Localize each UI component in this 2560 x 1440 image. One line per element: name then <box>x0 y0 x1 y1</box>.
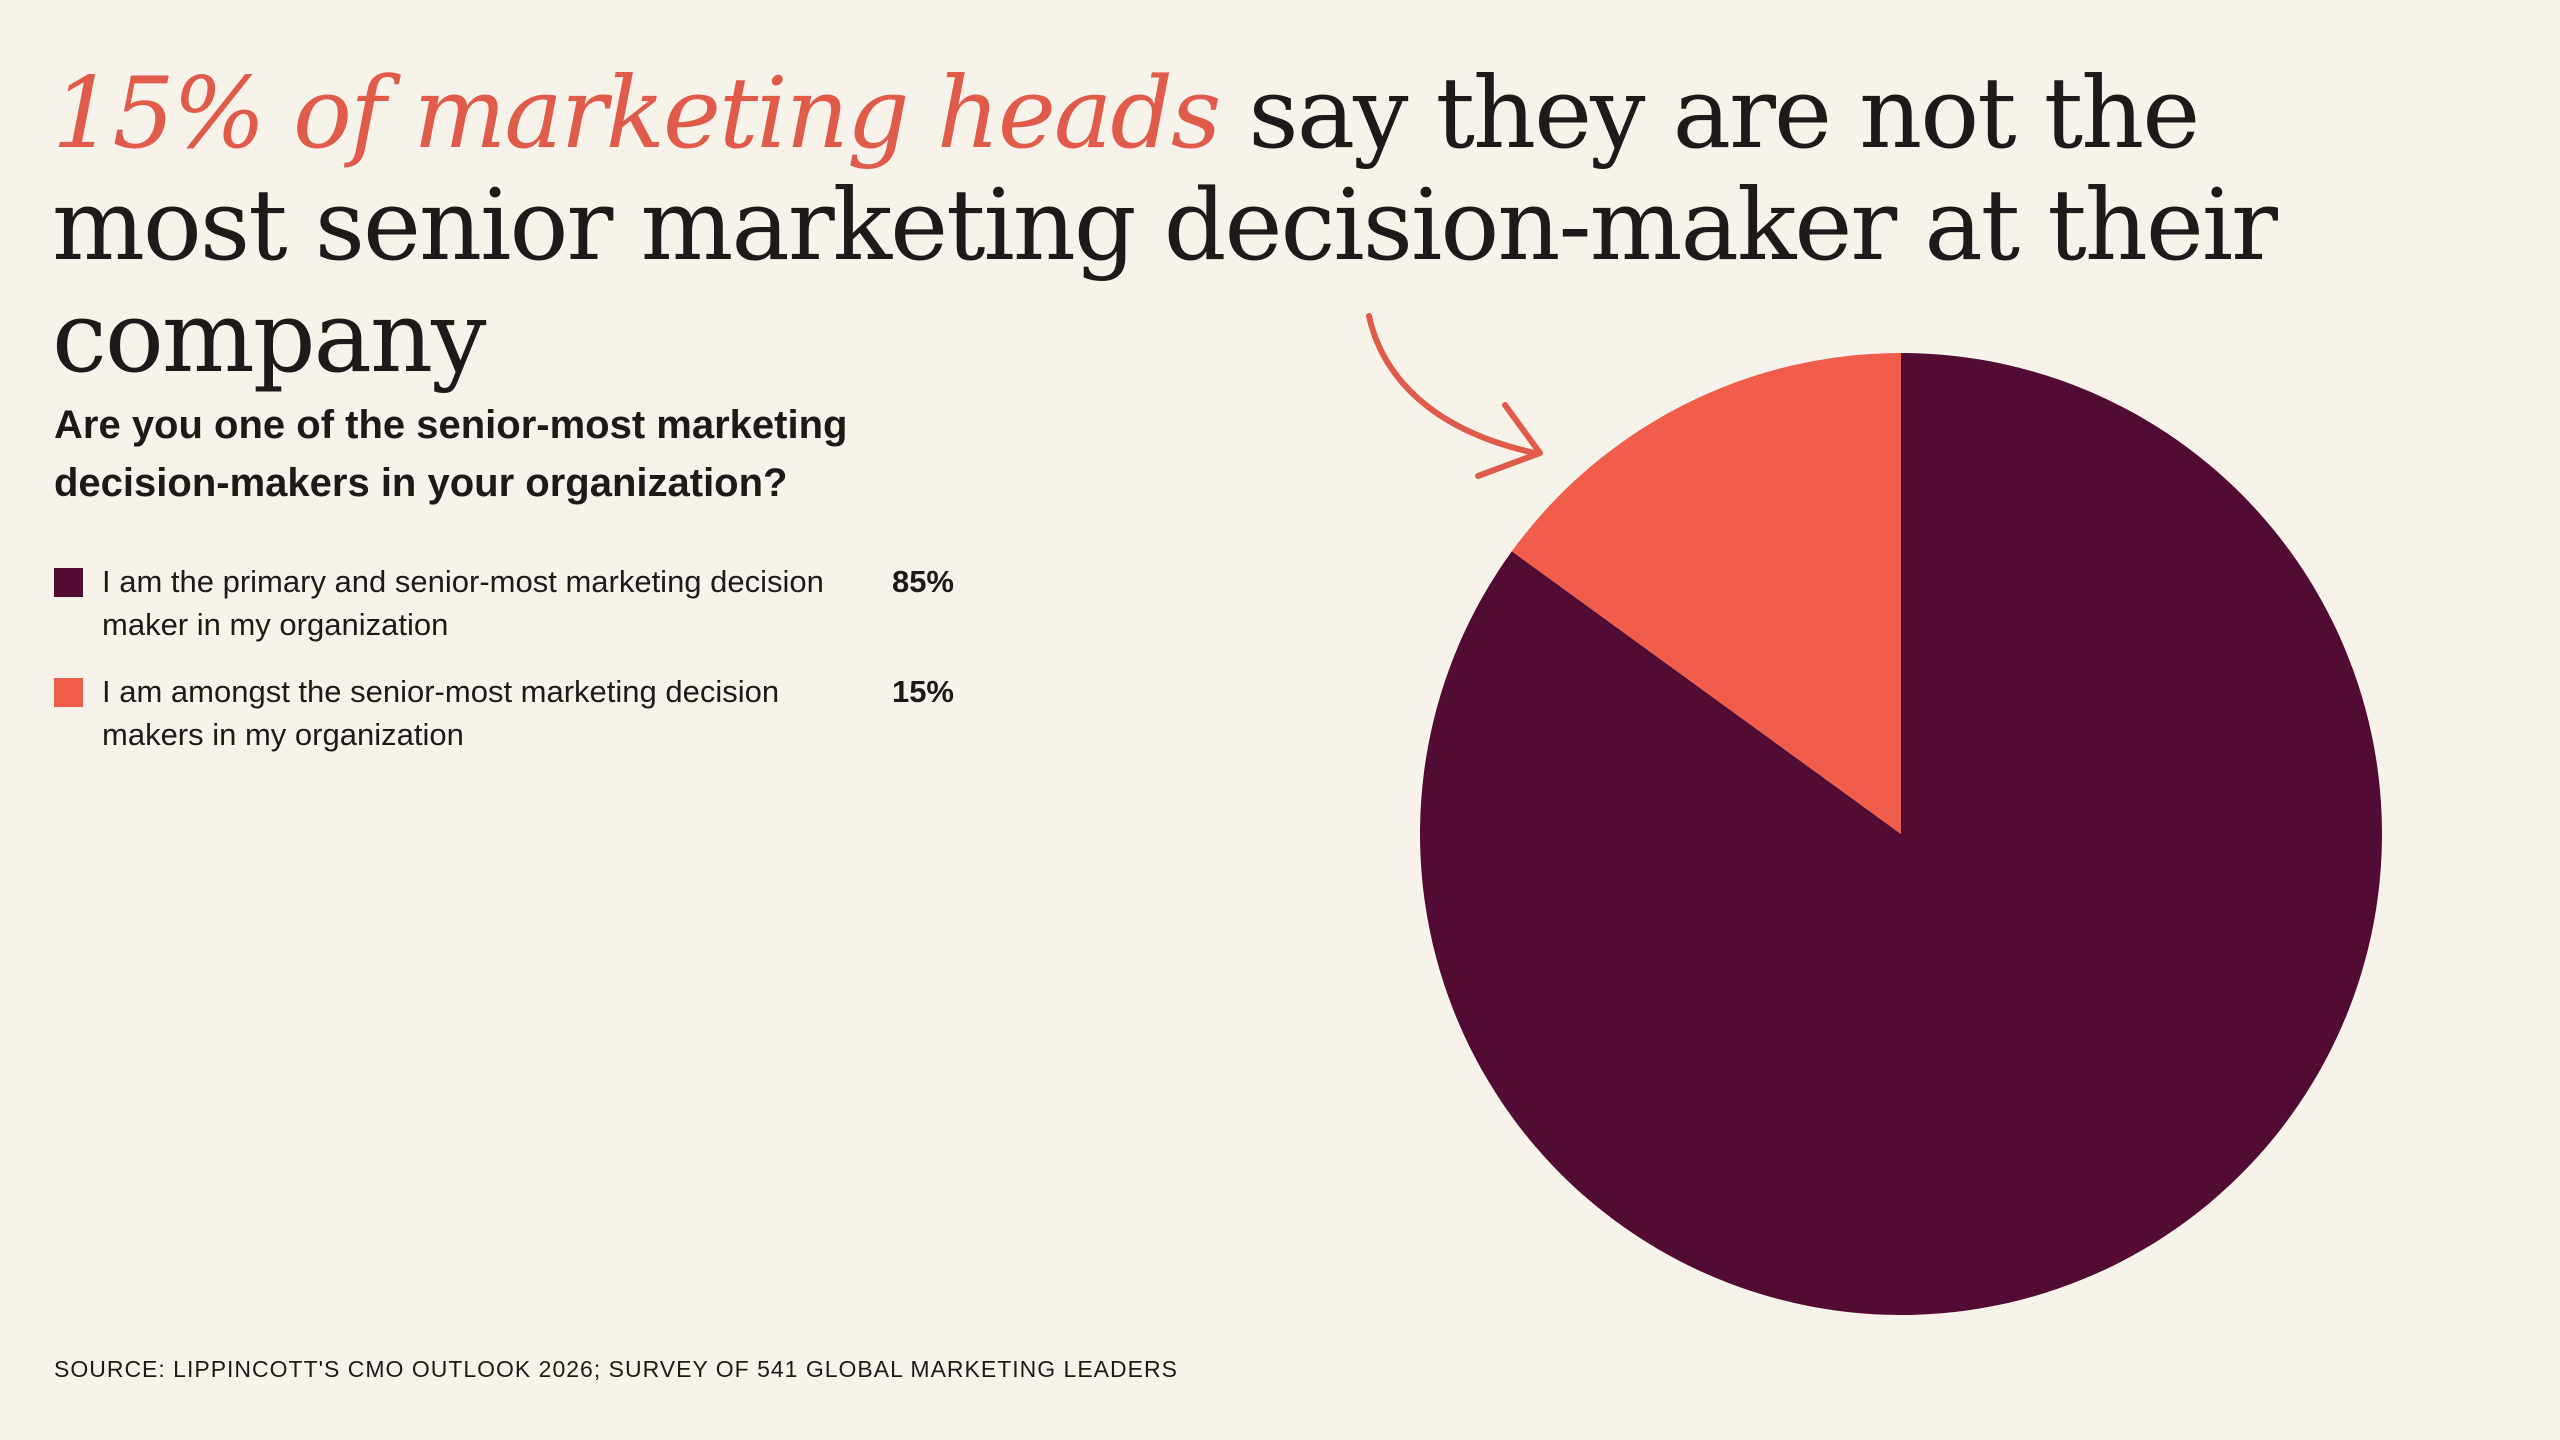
legend-value-amongst: 15% <box>891 674 954 709</box>
chart-legend: I am the primary and senior-most marketi… <box>54 560 954 780</box>
annotation-arrow-icon <box>1366 313 1543 479</box>
legend-value-primary: 85% <box>891 564 954 599</box>
headline: 15% of marketing heads say they are not … <box>52 58 2352 394</box>
headline-accent: 15% of marketing heads <box>52 57 1221 171</box>
source-note: SOURCE: LIPPINCOTT'S CMO OUTLOOK 2026; S… <box>54 1356 1178 1382</box>
legend-item-amongst: I am amongst the senior-most marketing d… <box>54 670 954 756</box>
chart-question: Are you one of the senior-most marketing… <box>54 403 848 505</box>
legend-swatch-primary <box>54 568 83 597</box>
pie-slice-amongst <box>1511 353 1901 834</box>
legend-label-amongst: I am amongst the senior-most marketing d… <box>102 674 780 752</box>
arrow-head <box>1475 402 1543 479</box>
headline-rest: say they are not the most senior marketi… <box>52 57 2278 395</box>
arrow-shaft <box>1366 313 1538 456</box>
legend-label-primary: I am the primary and senior-most marketi… <box>102 564 824 642</box>
pie-slice-primary <box>1420 353 2382 1315</box>
legend-swatch-amongst <box>54 678 83 707</box>
pie-slices <box>1420 353 2382 1315</box>
legend-item-primary: I am the primary and senior-most marketi… <box>54 560 954 646</box>
